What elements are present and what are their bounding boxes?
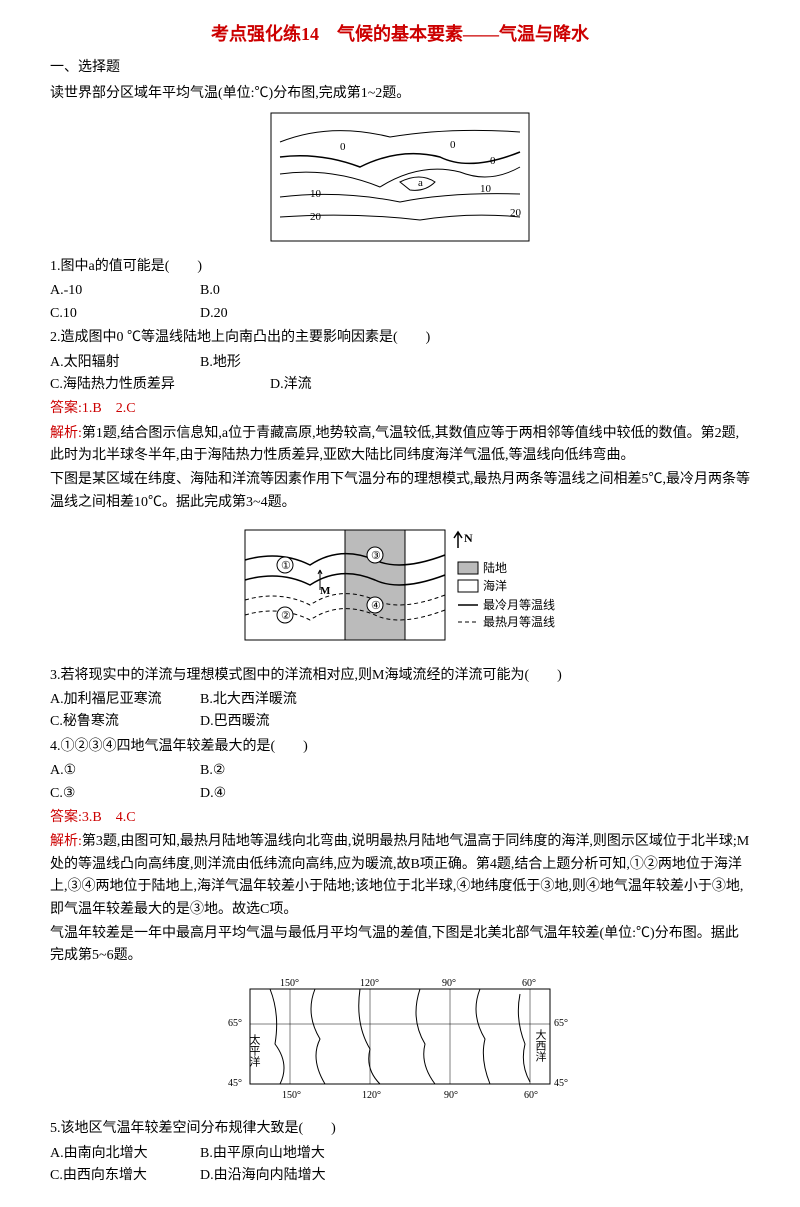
q2-opt-a: A.太阳辐射 bbox=[50, 352, 200, 374]
q1-opts-row1: A.-10 B.0 bbox=[50, 280, 750, 302]
q2-opt-c: C.海陆热力性质差异 bbox=[50, 374, 270, 396]
q4-opt-b: B.② bbox=[200, 760, 350, 782]
q5-opt-b: B.由平原向山地增大 bbox=[200, 1143, 350, 1165]
explain-12: 解析:第1题,结合图示信息知,a位于青藏高原,地势较高,气温较低,其数值应等于两… bbox=[50, 423, 750, 468]
fig3-ocean2: 大西洋 bbox=[534, 1027, 547, 1061]
q4-stem: 4.①②③④四地气温年较差最大的是( ) bbox=[50, 736, 750, 758]
svg-text:a: a bbox=[418, 177, 423, 189]
q4-opt-a: A.① bbox=[50, 760, 200, 782]
q1-opt-a: A.-10 bbox=[50, 280, 200, 302]
fig3-lat4: 65° bbox=[554, 1018, 568, 1029]
q1-opt-c: C.10 bbox=[50, 303, 200, 325]
q2-stem: 2.造成图中0 ℃等温线陆地上向南凸出的主要影响因素是( ) bbox=[50, 327, 750, 349]
answer-34: 答案:3.B 4.C bbox=[50, 807, 750, 829]
fig1-label-0: 0 bbox=[340, 141, 346, 153]
fig2-l4: ④ bbox=[371, 600, 381, 612]
fig1-label-6: 20 bbox=[510, 207, 522, 219]
fig1-label-3: 10 bbox=[310, 188, 322, 200]
q2-opts-row2: C.海陆热力性质差异 D.洋流 bbox=[50, 374, 750, 396]
fig1-label-1: 0 bbox=[450, 139, 456, 151]
fig2-svg: ① ② ③ ④ M N 陆地 海洋 最冷月等温线 最热月等温线 bbox=[240, 520, 560, 650]
q5-opt-d: D.由沿海向内陆增大 bbox=[200, 1165, 350, 1187]
q5-stem: 5.该地区气温年较差空间分布规律大致是( ) bbox=[50, 1118, 750, 1140]
q3-opt-a: A.加利福尼亚寒流 bbox=[50, 689, 200, 711]
q4-opt-d: D.④ bbox=[200, 783, 350, 805]
explain-34: 解析:第3题,由图可知,最热月陆地等温线向北弯曲,说明最热月陆地气温高于同纬度的… bbox=[50, 831, 750, 921]
q3-stem: 3.若将现实中的洋流与理想模式图中的洋流相对应,则M海域流经的洋流可能为( ) bbox=[50, 665, 750, 687]
fig3-lon4: 60° bbox=[522, 978, 536, 989]
q3-opts-row2: C.秘鲁寒流 D.巴西暖流 bbox=[50, 711, 750, 733]
intro-2: 下图是某区域在纬度、海陆和洋流等因素作用下气温分布的理想模式,最热月两条等温线之… bbox=[50, 469, 750, 514]
q5-opt-a: A.由南向北增大 bbox=[50, 1143, 200, 1165]
fig2-l1: ① bbox=[281, 560, 291, 572]
q2-opts-row1: A.太阳辐射 B.地形 bbox=[50, 352, 750, 374]
svg-text:90°: 90° bbox=[444, 1090, 458, 1101]
fig3-lat2: 45° bbox=[228, 1078, 242, 1089]
fig1-label-4: 10 bbox=[480, 183, 492, 195]
q5-opt-c: C.由西向东增大 bbox=[50, 1165, 200, 1187]
fig2-leg3: 最冷月等温线 bbox=[483, 598, 555, 612]
fig2-m: M bbox=[320, 585, 331, 597]
fig2-north: N bbox=[464, 531, 473, 545]
fig3-lon3: 90° bbox=[442, 978, 456, 989]
q2-opt-d: D.洋流 bbox=[270, 374, 312, 396]
fig3-lat3: 45° bbox=[554, 1078, 568, 1089]
figure-2: ① ② ③ ④ M N 陆地 海洋 最冷月等温线 最热月等温线 bbox=[50, 520, 750, 658]
q3-opt-d: D.巴西暖流 bbox=[200, 711, 350, 733]
section-label: 一、选择题 bbox=[50, 57, 750, 79]
explain-34-text: 第3题,由图可知,最热月陆地等温线向北弯曲,说明最热月陆地气温高于同纬度的海洋,… bbox=[50, 834, 749, 916]
q4-opts-row2: C.③ D.④ bbox=[50, 783, 750, 805]
page-title: 考点强化练14 气候的基本要素——气温与降水 bbox=[50, 20, 750, 49]
answer-12: 答案:1.B 2.C bbox=[50, 398, 750, 420]
q5-opts-row2: C.由西向东增大 D.由沿海向内陆增大 bbox=[50, 1165, 750, 1187]
figure-3: 150° 120° 90° 60° 150° 120° 90° 60° 65° … bbox=[50, 974, 750, 1112]
q1-opt-d: D.20 bbox=[200, 303, 350, 325]
explain-12-label: 解析: bbox=[50, 426, 82, 441]
q1-stem: 1.图中a的值可能是( ) bbox=[50, 256, 750, 278]
explain-34-label: 解析: bbox=[50, 834, 82, 849]
q4-opts-row1: A.① B.② bbox=[50, 760, 750, 782]
q1-opt-b: B.0 bbox=[200, 280, 350, 302]
q1-opts-row2: C.10 D.20 bbox=[50, 303, 750, 325]
fig2-l2: ② bbox=[281, 610, 291, 622]
fig3-lat1: 65° bbox=[228, 1018, 242, 1029]
fig3-lon2: 120° bbox=[360, 978, 379, 989]
fig3-ocean1: 太平洋 bbox=[248, 1033, 261, 1066]
intro-1: 读世界部分区域年平均气温(单位:℃)分布图,完成第1~2题。 bbox=[50, 83, 750, 105]
fig1-label-2: 0 bbox=[490, 155, 496, 167]
fig1-label-5: 20 bbox=[310, 211, 322, 223]
fig2-leg1: 陆地 bbox=[483, 560, 507, 575]
svg-text:150°: 150° bbox=[282, 1090, 301, 1101]
fig2-leg4: 最热月等温线 bbox=[483, 615, 555, 629]
svg-text:60°: 60° bbox=[524, 1090, 538, 1101]
q3-opts-row1: A.加利福尼亚寒流 B.北大西洋暖流 bbox=[50, 689, 750, 711]
fig1-svg: 0 0 0 10 10 20 20 a bbox=[270, 112, 530, 242]
fig3-lon1: 150° bbox=[280, 978, 299, 989]
q5-opts-row1: A.由南向北增大 B.由平原向山地增大 bbox=[50, 1143, 750, 1165]
fig3-svg: 150° 120° 90° 60° 150° 120° 90° 60° 65° … bbox=[220, 974, 580, 1104]
q4-opt-c: C.③ bbox=[50, 783, 200, 805]
explain-12-text: 第1题,结合图示信息知,a位于青藏高原,地势较高,气温较低,其数值应等于两相邻等… bbox=[50, 426, 739, 463]
q3-opt-b: B.北大西洋暖流 bbox=[200, 689, 350, 711]
intro-3: 气温年较差是一年中最高月平均气温与最低月平均气温的差值,下图是北美北部气温年较差… bbox=[50, 923, 750, 968]
q3-opt-c: C.秘鲁寒流 bbox=[50, 711, 200, 733]
fig2-l3: ③ bbox=[371, 550, 381, 562]
fig2-leg2: 海洋 bbox=[483, 578, 507, 593]
svg-text:120°: 120° bbox=[362, 1090, 381, 1101]
figure-1: 0 0 0 10 10 20 20 a bbox=[50, 112, 750, 250]
q2-opt-b: B.地形 bbox=[200, 352, 350, 374]
